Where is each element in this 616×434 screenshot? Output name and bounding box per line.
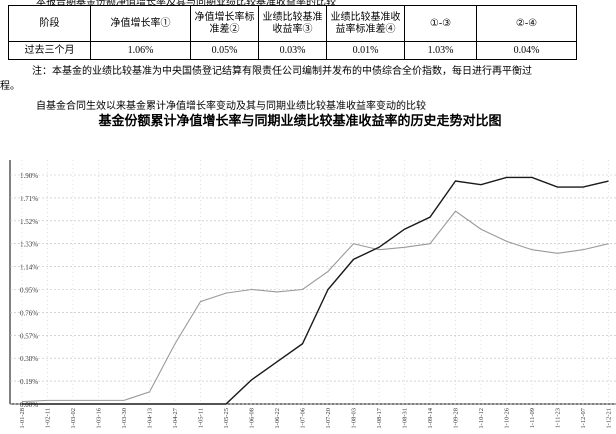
x-tick-label: 1-07-06 [300,407,307,428]
y-tick-label: 0.00% [20,401,38,409]
x-tick-label: 1-06-08 [249,408,256,429]
x-tick-label: 1-10-26 [504,407,511,428]
x-tick-label: 1-07-20 [325,408,332,429]
x-tick-label: 1-04-13 [147,408,154,429]
x-tick-label: 1-08-03 [351,408,358,429]
x-tick-label: 1-05-11 [198,408,205,428]
x-tick-label: 1-09-28 [453,408,460,429]
x-tick-label: 1-05-25 [223,408,230,429]
x-tick-label: 1-03-16 [96,407,103,428]
x-tick-label: 1-06-22 [274,408,281,429]
x-tick-label: 1-11-09 [529,408,536,428]
x-tick-label: 1-08-17 [376,407,383,428]
table-body: 阶段 净值增长率① 净值增长率标准差② 业绩比较基准收益率③ 业绩比较基准收益率标准差④… [8,5,616,60]
x-tick-label: 1-12-07 [580,407,587,428]
y-tick-label: 0.19% [20,378,38,386]
series-line [21,210,609,403]
y-tick-label: 1.52% [20,218,38,226]
y-tick-label: 1.71% [20,195,38,203]
x-tick-label: 1-03-02 [70,408,77,429]
y-tick-label: 0.95% [20,287,38,295]
table-cell: ①-③ [404,5,477,42]
y-tick-label: 0.57% [20,332,38,340]
y-tick-label: 0.76% [20,309,38,317]
data-row: 过去三个月 1.06% 0.05% 0.03% 0.01% 1.03% 0.04% [8,41,616,60]
y-tick-label: 1.14% [20,264,38,272]
x-tick-label: 1-03-30 [121,408,128,429]
x-tick-label: 1-01-28 [19,408,26,429]
performance-table: 阶段 净值增长率① 净值增长率标准差② 业绩比较基准收益率③ 业绩比较基准收益率标准差④… [8,5,616,60]
x-tick-label: 1-04-27 [172,407,179,428]
note: 注：本基金的业绩比较基准为中央国债登记结算有限责任公司编制并发布的中债综合全价指… [32,66,532,77]
series-line [22,176,609,405]
note-tail: 程。 [0,81,20,92]
y-tick-label: 1.90% [20,172,38,180]
table-cell: 业绩比较基准收益率标准差④ [326,5,405,42]
header-row: 阶段 净值增长率① 净值增长率标准差② 业绩比较基准收益率③ 业绩比较基准收益率标准差④… [8,5,616,42]
x-tick-label: 1-09-14 [427,407,434,428]
x-tick-label: 1-10-12 [478,408,485,429]
chart-title: 基金份额累计净值增长率与同期业绩比较基准收益率的历史走势对比图 [97,113,501,128]
caption: 本报告期基金份额净值增长率及其与同期业绩比较基准收益率的比较 [36,0,336,8]
table-cell: 业绩比较基准收益率③ [258,5,327,42]
x-tick-label: 1-11-23 [555,408,562,428]
table-cell: 1.03% [404,41,477,60]
x-tick-label: 1-08-31 [402,408,409,429]
y-tick-label: 1.33% [20,241,38,249]
y-tick-label: 0.38% [20,355,38,363]
section-heading: 自基金合同生效以来基金累计净值增长率变动及其与同期业绩比较基准收益率变动的比较 [36,101,426,112]
x-tick-label: 1-12-21 [606,408,613,429]
table-cell: 0.04% [476,41,577,60]
x-tick-label: 1-02-11 [45,408,52,428]
